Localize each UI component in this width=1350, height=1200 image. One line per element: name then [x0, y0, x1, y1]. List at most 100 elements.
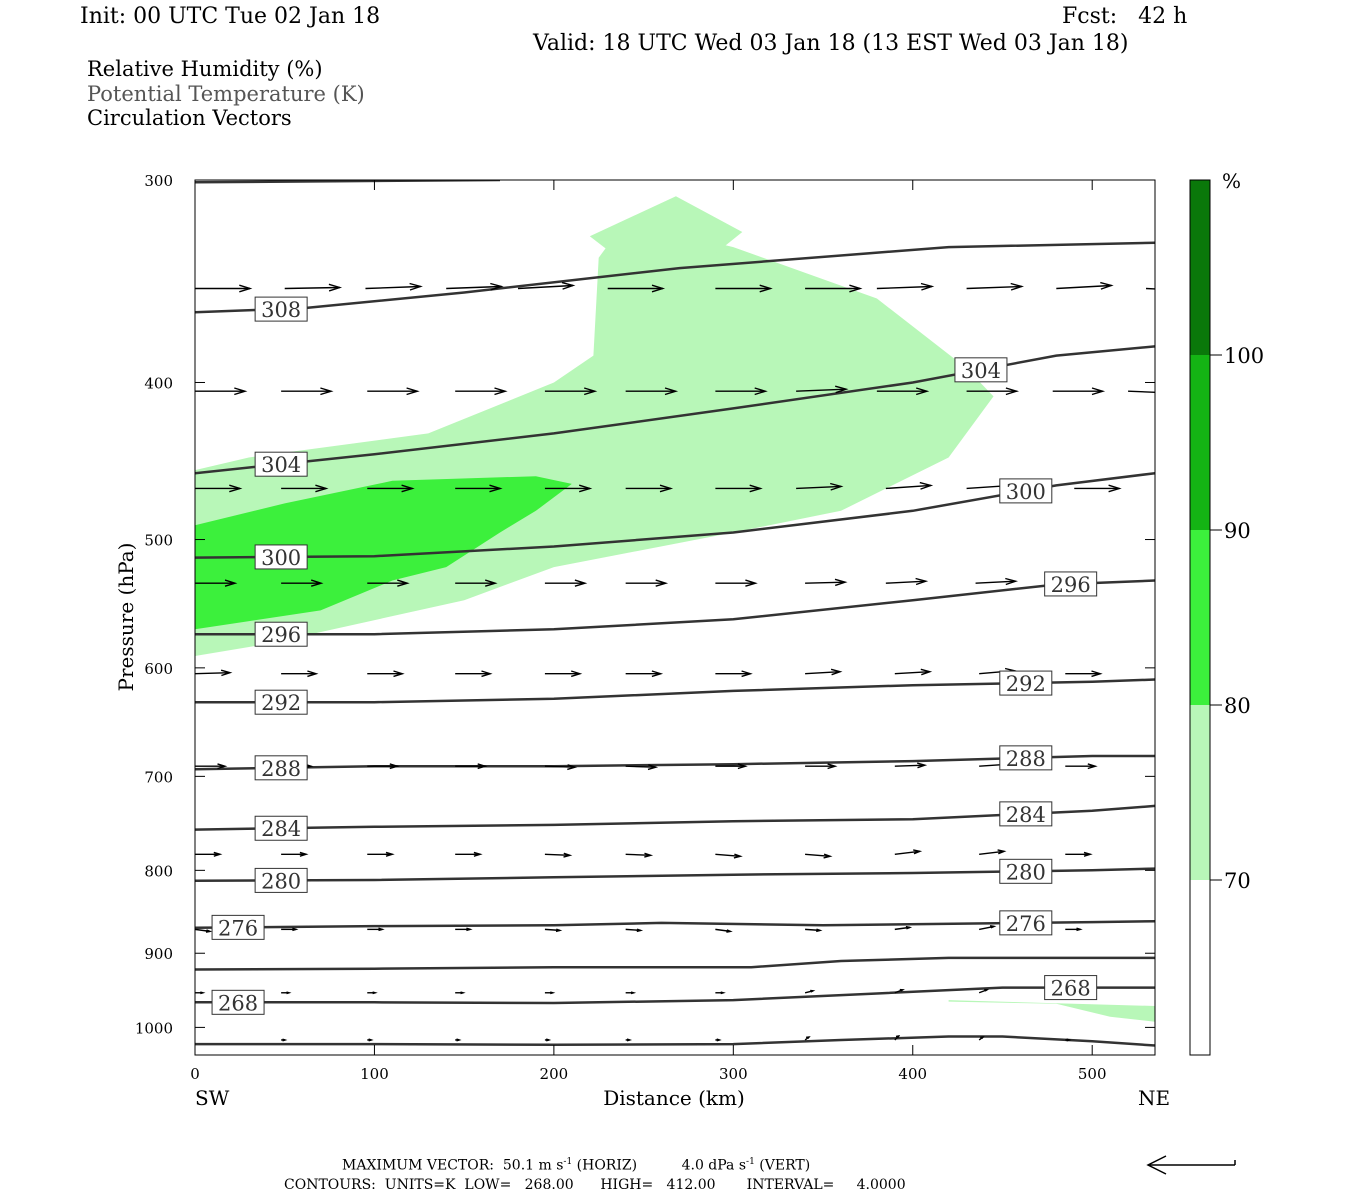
contour-label-text: 292 [1006, 672, 1046, 696]
y-tick-label: 400 [144, 374, 173, 392]
contour-label-284: 284 [254, 815, 308, 841]
contour-label-box [999, 910, 1053, 936]
vector-head [234, 387, 248, 396]
vector-head [915, 577, 929, 586]
contour-label-268: 268 [1044, 975, 1098, 1001]
vector-shaft [1128, 390, 1155, 394]
contour-label-box [254, 755, 308, 781]
circulation-vector [367, 763, 400, 770]
contour-label-box [954, 357, 1008, 383]
vector-head [555, 928, 563, 933]
legend-circulation-vectors: Circulation Vectors [87, 106, 292, 130]
circulation-vector [195, 484, 243, 493]
y-tick-label: 800 [144, 862, 173, 880]
y-tick-label: 700 [144, 768, 173, 786]
circulation-vector [1065, 927, 1083, 932]
vector-head [741, 670, 753, 678]
vector-head [915, 387, 930, 396]
contour-label-280: 280 [254, 867, 308, 893]
circulation-vector [796, 385, 849, 394]
vector-shaft [876, 285, 932, 290]
x-tick-label: 100 [360, 1065, 389, 1083]
circulation-vector [715, 670, 753, 678]
circulation-vector [625, 484, 674, 493]
vector-head [570, 670, 583, 678]
contour-label-304: 304 [954, 357, 1008, 383]
contour-label-268: 268 [211, 989, 265, 1015]
contour-label-text: 280 [261, 869, 301, 893]
contour-label-288: 288 [999, 745, 1053, 771]
vector-head [651, 284, 666, 293]
circulation-vector [1052, 387, 1106, 396]
vector-head [477, 763, 488, 770]
vector-head [1005, 387, 1020, 396]
contour-label-box [1044, 975, 1098, 1001]
init-time: Init: 00 UTC Tue 02 Jan 18 [80, 4, 381, 29]
contour-label-text: 296 [1051, 573, 1091, 597]
circulation-vector [625, 387, 679, 396]
circulation-vector [367, 991, 378, 995]
colorbar-unit: % [1222, 169, 1241, 193]
contour-label-text: 304 [261, 453, 301, 477]
vector-head [583, 387, 598, 396]
vector-shaft [517, 284, 574, 290]
vector-head [1083, 851, 1093, 857]
circulation-vector [367, 484, 415, 493]
vector-head [1010, 282, 1025, 291]
circulation-vector [1065, 1038, 1072, 1042]
vector-shaft [195, 672, 231, 675]
vector-head [997, 849, 1007, 855]
circulation-vector [894, 988, 905, 994]
x-tick-label: 500 [1078, 1065, 1107, 1083]
circulation-vector [607, 284, 666, 293]
vector-head [834, 578, 848, 587]
y-tick-label: 1000 [135, 1019, 173, 1037]
contour-label-296: 296 [1044, 571, 1098, 597]
circulation-vector [455, 927, 473, 932]
vector-head [550, 991, 556, 995]
circulation-vector [544, 852, 573, 858]
vector-head [849, 284, 863, 293]
contour-label-text: 296 [261, 623, 301, 647]
plot-frame [194, 179, 1156, 1056]
theta-contour-264 [195, 1035, 1155, 1047]
vector-head [320, 387, 334, 396]
circulation-vector [1065, 670, 1103, 678]
colorbar-label: 80 [1224, 694, 1251, 718]
circulation-vector [625, 991, 637, 995]
vector-head [720, 991, 726, 995]
vector-shaft [544, 853, 570, 857]
vector-head [644, 852, 654, 858]
circulation-vector [804, 1036, 811, 1041]
theta-contour-280 [195, 867, 1155, 883]
vector-head [830, 668, 843, 676]
vector-head [810, 989, 816, 993]
vector-head [299, 851, 309, 857]
contour-label-text: 300 [261, 546, 301, 570]
vector-head [368, 1038, 374, 1042]
vector-head [920, 668, 933, 676]
circulation-vector [715, 991, 726, 995]
contour-label-box [254, 815, 308, 841]
vector-head [830, 482, 844, 491]
legend-potential-temperature: Potential Temperature (K) [87, 82, 365, 106]
circulation-vector [367, 670, 405, 678]
vector-head [578, 484, 593, 493]
circulation-vector [195, 928, 213, 933]
circulation-vector [455, 670, 493, 678]
circulation-vector [1065, 851, 1093, 857]
circulation-vector [715, 387, 768, 396]
circulation-vector [195, 387, 248, 396]
vector-shaft [966, 285, 1022, 290]
forecast-hour: Fcst: 42 h [1062, 4, 1188, 29]
vector-head [292, 927, 299, 932]
circulation-vector [455, 387, 508, 396]
circulation-vector [625, 1038, 633, 1042]
contour-label-box [211, 914, 265, 940]
vector-shaft [805, 853, 831, 858]
vector-head [1167, 390, 1178, 397]
vector-head [1100, 281, 1114, 290]
circulation-vector [544, 484, 593, 493]
circulation-vector [625, 764, 659, 771]
colorbar-segment [1190, 530, 1210, 705]
